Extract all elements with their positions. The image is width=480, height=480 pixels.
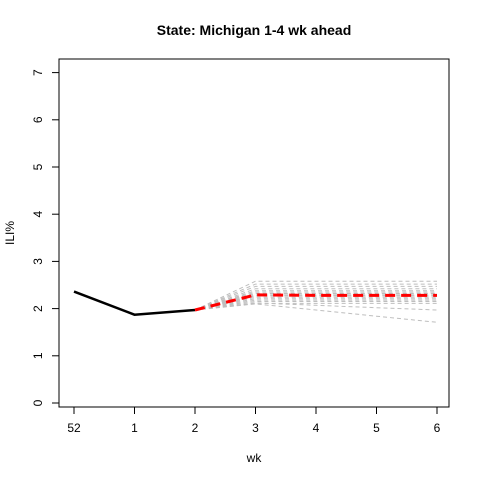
ensemble-member-line-4 (194, 288, 437, 311)
x-tick-label: 5 (373, 421, 380, 435)
x-tick-label: 1 (131, 421, 138, 435)
x-tick-label: 2 (192, 421, 199, 435)
y-axis-label: ILI% (3, 221, 17, 245)
ensemble-member-line-14 (194, 302, 437, 311)
ensemble-series-group (194, 280, 438, 323)
y-tick-label: 7 (31, 69, 45, 76)
y-tick-label: 0 (31, 399, 45, 406)
x-axis: 52 1 2 3 4 5 6 (67, 406, 441, 435)
ensemble-member-line-11 (194, 298, 437, 311)
ensemble-member-line-5 (194, 290, 437, 311)
y-tick-label: 4 (31, 211, 45, 218)
ensemble-member-line-13 (194, 301, 437, 311)
ensemble-member-line-15 (194, 302, 438, 311)
ensemble-member-line-9 (194, 295, 437, 311)
forecast-mean-series-group (194, 293, 437, 312)
y-tick-label: 5 (31, 163, 45, 170)
ensemble-member-line-2 (194, 283, 437, 311)
ensemble-member-line-1 (194, 280, 437, 311)
ensemble-member-line-8 (194, 294, 437, 311)
y-tick-label: 6 (31, 116, 45, 123)
forecast-mean-line (194, 293, 437, 312)
y-tick-label: 2 (31, 305, 45, 312)
x-axis-label: wk (246, 451, 263, 465)
y-axis: 0 1 2 3 4 5 6 7 (31, 69, 60, 406)
ensemble-member-line-6 (194, 291, 437, 311)
x-tick-label: 4 (313, 421, 320, 435)
x-tick-label: 6 (434, 421, 441, 435)
ensemble-member-line-12 (194, 299, 437, 311)
ensemble-member-line-16 (194, 303, 438, 323)
plot-frame (58, 58, 450, 408)
observed-series-group (73, 290, 196, 316)
y-tick-label: 1 (31, 352, 45, 359)
observed-line (73, 290, 196, 316)
y-tick-label: 3 (31, 258, 45, 265)
ensemble-member-line-3 (194, 285, 437, 311)
chart-title: State: Michigan 1-4 wk ahead (157, 22, 352, 38)
ensemble-member-line-10 (194, 296, 437, 311)
ensemble-member-line-7 (194, 293, 437, 311)
x-tick-label: 52 (67, 421, 81, 435)
x-tick-label: 3 (252, 421, 259, 435)
